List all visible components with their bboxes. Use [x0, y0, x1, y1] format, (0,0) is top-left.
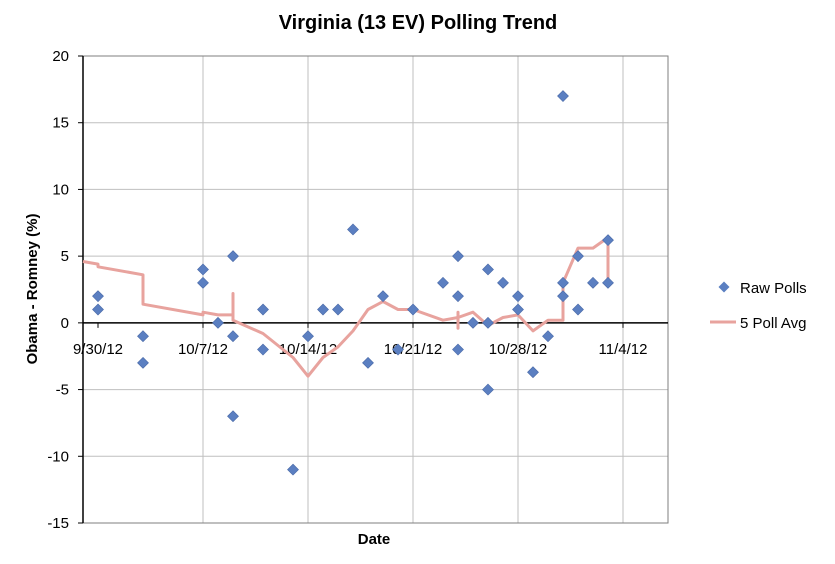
chart-title: Virginia (13 EV) Polling Trend: [279, 12, 558, 34]
raw-poll-point: [482, 316, 494, 329]
y-tick-label: 5: [61, 248, 69, 265]
raw-polls-series: [92, 90, 614, 476]
raw-poll-point: [467, 316, 479, 329]
raw-poll-point: [197, 263, 209, 276]
raw-poll-point: [512, 303, 524, 316]
raw-poll-point: [572, 250, 584, 263]
raw-poll-point: [452, 250, 464, 263]
raw-poll-point: [227, 410, 239, 423]
raw-poll-point: [602, 276, 614, 289]
x-tick-label: 10/14/12: [279, 341, 337, 358]
raw-poll-point: [347, 223, 359, 236]
y-tick-label: -10: [47, 448, 69, 465]
raw-poll-point: [437, 276, 449, 289]
legend-raw-polls-label: Raw Polls: [740, 280, 807, 297]
raw-poll-point: [137, 356, 149, 369]
x-tick-label: 11/4/12: [599, 341, 648, 358]
raw-poll-point: [92, 303, 104, 316]
raw-poll-point: [542, 330, 554, 343]
raw-poll-point: [452, 343, 464, 356]
raw-poll-point: [227, 330, 239, 343]
plot-frame: [82, 55, 669, 524]
legend-avg-label: 5 Poll Avg: [740, 315, 806, 332]
raw-poll-point: [377, 290, 389, 303]
raw-poll-point: [557, 290, 569, 303]
y-tick-label: 20: [52, 48, 69, 65]
raw-poll-point: [527, 366, 539, 379]
raw-poll-point: [407, 303, 419, 316]
raw-poll-point: [557, 90, 569, 102]
y-tick-labels: -15 -10 -5 0 5 10 15 20: [47, 48, 69, 532]
y-tick-label: -5: [56, 382, 69, 399]
raw-poll-point: [227, 250, 239, 263]
raw-poll-point: [197, 276, 209, 289]
raw-poll-point: [587, 276, 599, 289]
avg-line: [82, 236, 610, 378]
x-tick-label: 9/30/12: [73, 341, 123, 358]
raw-poll-point: [92, 290, 104, 303]
raw-poll-point: [257, 303, 269, 316]
raw-poll-point: [392, 343, 404, 356]
x-axis-label: Date: [358, 531, 391, 548]
raw-poll-point: [317, 303, 329, 316]
x-tick-label: 10/28/12: [489, 341, 547, 358]
raw-poll-point: [572, 303, 584, 316]
y-tick-label: 10: [52, 181, 69, 198]
raw-poll-point: [287, 463, 299, 476]
raw-poll-point: [602, 234, 614, 247]
raw-poll-point: [212, 316, 224, 329]
raw-poll-point: [257, 343, 269, 356]
gridlines: [83, 55, 669, 524]
axes: [78, 55, 668, 524]
legend: Raw Polls 5 Poll Avg: [710, 280, 807, 332]
y-tick-label: 0: [61, 315, 69, 332]
raw-poll-point: [497, 276, 509, 289]
raw-poll-point: [452, 290, 464, 303]
y-axis-label: Obama - Romney (%): [24, 214, 41, 365]
raw-poll-point: [362, 356, 374, 369]
y-tick-label: 15: [52, 115, 69, 132]
avg-line-series: [82, 236, 610, 378]
y-tick-label: -15: [47, 515, 69, 532]
raw-poll-point: [482, 383, 494, 396]
raw-poll-point: [512, 290, 524, 303]
raw-poll-point: [332, 303, 344, 316]
x-tick-labels: 9/30/12 10/7/12 10/14/12 10/21/12 10/28/12 11…: [73, 341, 647, 358]
x-tick-label: 10/7/12: [178, 341, 228, 358]
raw-poll-point: [302, 330, 314, 343]
legend-raw-polls-marker: [718, 281, 730, 293]
raw-poll-point: [557, 276, 569, 289]
raw-poll-point: [137, 330, 149, 343]
raw-poll-point: [482, 263, 494, 276]
